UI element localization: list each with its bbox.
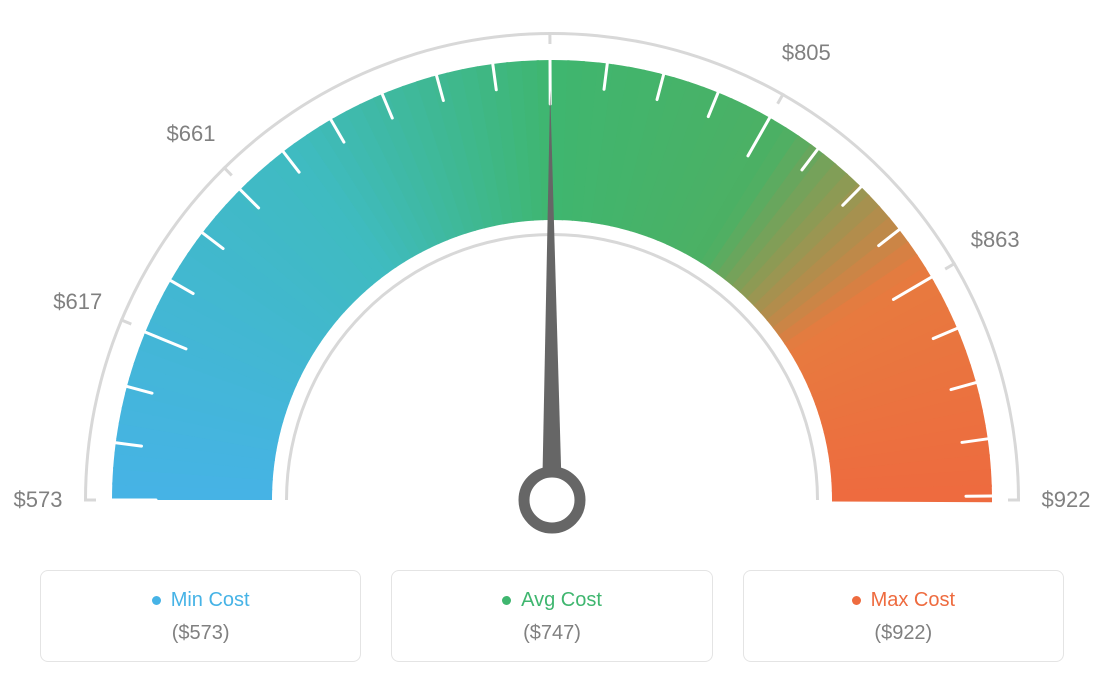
legend-value-avg: ($747) xyxy=(402,622,701,645)
legend-title-min: Min Cost xyxy=(152,589,250,612)
gauge-tick-label: $661 xyxy=(167,121,216,147)
gauge-svg xyxy=(0,0,1104,560)
dot-icon xyxy=(152,596,161,605)
gauge-tick-label: $922 xyxy=(1042,487,1091,513)
legend-title-avg: Avg Cost xyxy=(502,589,602,612)
gauge-tick-label: $863 xyxy=(971,227,1020,253)
legend-value-max: ($922) xyxy=(754,622,1053,645)
gauge-chart: $573$617$661$747$805$863$922 xyxy=(0,0,1104,560)
dot-icon xyxy=(502,596,511,605)
legend-card-avg: Avg Cost ($747) xyxy=(391,570,712,662)
legend-title-text: Min Cost xyxy=(171,589,250,612)
legend-value-min: ($573) xyxy=(51,622,350,645)
legend-title-max: Max Cost xyxy=(852,589,955,612)
gauge-tick-label: $805 xyxy=(782,40,831,66)
legend-title-text: Max Cost xyxy=(871,589,955,612)
legend-row: Min Cost ($573) Avg Cost ($747) Max Cost… xyxy=(40,570,1064,662)
legend-card-max: Max Cost ($922) xyxy=(743,570,1064,662)
gauge-tick-label: $617 xyxy=(53,289,102,315)
legend-title-text: Avg Cost xyxy=(521,589,602,612)
legend-card-min: Min Cost ($573) xyxy=(40,570,361,662)
gauge-tick-label: $573 xyxy=(14,487,63,513)
dot-icon xyxy=(852,596,861,605)
